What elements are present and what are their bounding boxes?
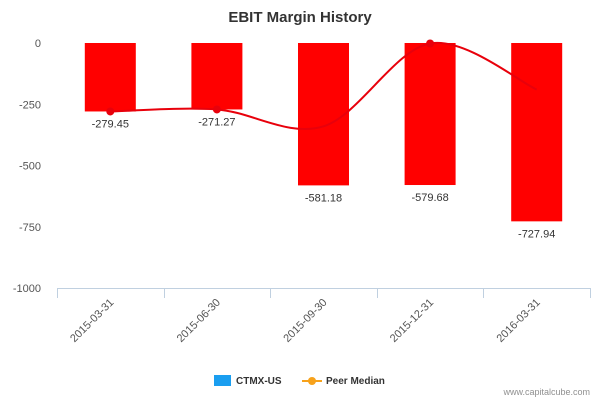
- x-tick-label: 2015-12-31: [388, 297, 436, 345]
- credit-text: www.capitalcube.com: [502, 387, 590, 397]
- legend: CTMX-US Peer Median: [214, 375, 385, 387]
- legend-swatch-ctmx: [214, 375, 231, 386]
- y-axis: 0 -250 -500 -750 -1000: [13, 38, 41, 295]
- legend-label-peer: Peer Median: [326, 376, 385, 387]
- bar-data-label: -271.27: [198, 116, 235, 128]
- y-tick-label: -1000: [13, 283, 41, 295]
- y-tick-label: -250: [19, 99, 41, 111]
- peer-median-point: [106, 107, 115, 116]
- bar-data-label: -279.45: [92, 118, 129, 130]
- bar-data-label: -727.94: [518, 228, 555, 240]
- x-tick-label: 2015-06-30: [175, 297, 223, 345]
- bar-2015-06-30: [191, 43, 243, 110]
- y-tick-label: -750: [19, 222, 41, 234]
- legend-marker-peer: [308, 377, 316, 385]
- x-tick-label: 2015-09-30: [281, 297, 329, 345]
- bar-series: -279.45 -271.27 -581.18 -579.68 -727.94: [84, 43, 563, 240]
- bar-2015-12-31: [404, 43, 456, 186]
- y-tick-label: 0: [35, 38, 41, 50]
- peer-median-point: [426, 39, 435, 48]
- bar-2015-03-31: [84, 43, 136, 112]
- peer-median-series: [106, 39, 538, 131]
- x-axis: 2015-03-31 2015-06-30 2015-09-30 2015-12-31…: [57, 288, 591, 345]
- peer-median-line: [110, 41, 538, 131]
- bar-data-label: -579.68: [411, 192, 448, 204]
- chart-title: EBIT Margin History: [228, 9, 372, 26]
- bar-2015-09-30: [298, 43, 349, 186]
- x-tick-label: 2016-03-31: [495, 297, 543, 345]
- y-tick-label: -500: [19, 161, 41, 173]
- legend-label-ctmx: CTMX-US: [236, 376, 282, 387]
- peer-median-point: [212, 105, 221, 114]
- bar-data-label: -581.18: [305, 192, 342, 204]
- bar-2016-03-31: [511, 43, 563, 222]
- x-tick-label: 2015-03-31: [68, 297, 116, 345]
